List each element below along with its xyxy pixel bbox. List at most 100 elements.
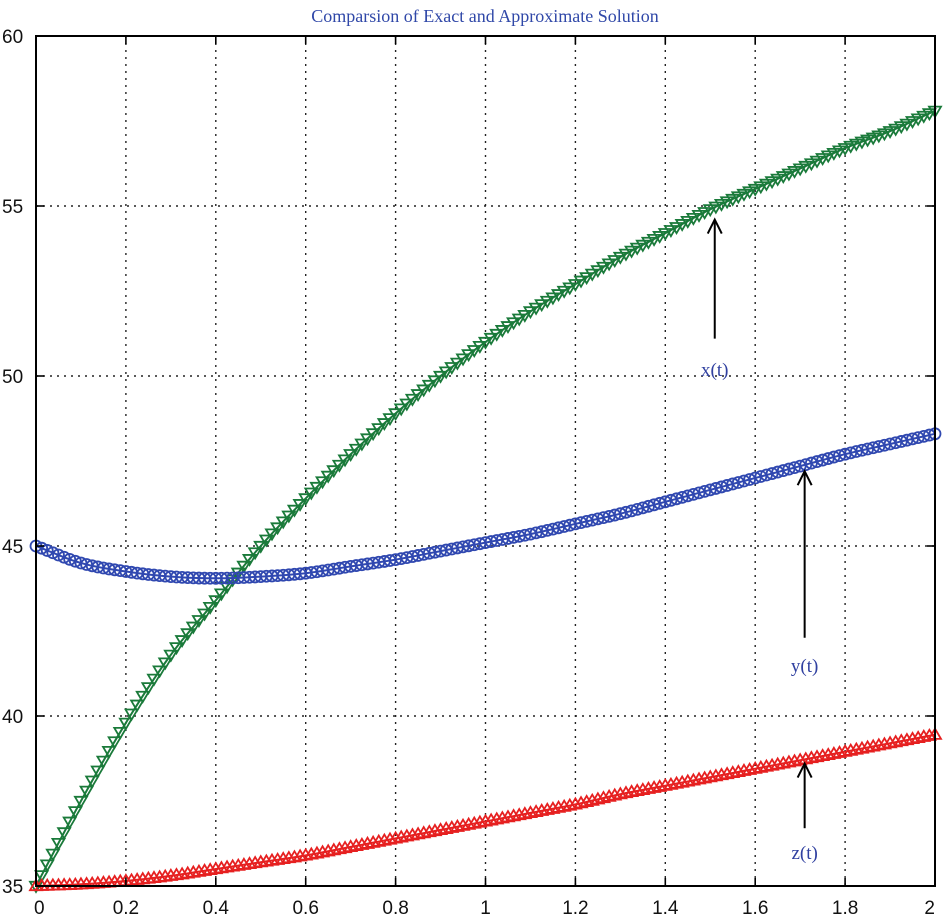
point-x [247,547,263,561]
annotation-arrow-head [796,761,813,779]
point-x [208,595,224,609]
point-x [399,398,415,412]
point-x [219,581,235,595]
point-z [584,792,600,806]
point-y [675,490,689,504]
point-x [584,268,600,282]
point-x [775,171,791,185]
point-x [562,282,578,296]
point-x [601,258,617,272]
point-x [483,332,499,346]
point-x [792,163,808,177]
y-tick-label: 45 [2,537,23,558]
point-x [545,292,561,306]
point-x [371,423,387,437]
point-x [404,393,421,407]
point-x [309,481,325,495]
point-x [764,176,780,190]
point-x [736,188,752,202]
x-tick-label: 0.8 [382,898,408,919]
point-x [730,191,746,205]
annotation: y(t) [791,468,818,677]
point-x [388,408,404,422]
point-x [101,745,117,759]
point-x [899,118,915,132]
point-x [713,198,730,212]
point-x [904,116,921,129]
point-x [118,717,134,731]
point-x [809,155,825,169]
point-x [320,470,336,484]
point-x [550,289,567,303]
point-x [579,272,595,286]
point-x [893,121,909,135]
point-x [168,642,185,656]
point-x [742,186,758,200]
point-x [652,231,668,244]
point-x [337,454,353,468]
point-x [174,635,190,649]
y-tick-label: 55 [2,197,23,218]
point-x [798,160,814,174]
point-x [56,827,72,841]
point-x [674,219,690,232]
point-y [686,487,700,501]
point-x [595,261,612,275]
point-y [647,498,661,512]
point-y [782,462,796,476]
point-x [416,384,432,398]
point-x [258,534,274,548]
point-x [489,328,505,342]
point-x [618,248,634,262]
point-y [57,550,71,564]
point-x [275,516,291,530]
point-x [786,166,803,179]
point-x [303,487,319,501]
point-y [68,554,82,568]
point-y [625,504,638,518]
point-x [107,736,123,750]
point-x [427,375,443,389]
point-x [67,806,83,820]
point-y [40,544,54,557]
x-tick-label: 0.2 [113,898,139,919]
point-x [343,449,359,462]
point-y [692,486,706,500]
point-z [595,790,612,804]
annotation: x(t) [701,217,728,381]
point-x [725,193,741,207]
point-x [90,765,106,779]
series-y [29,427,942,585]
point-x [573,275,589,289]
point-x [146,673,162,687]
point-z [573,795,589,809]
point-x [781,168,797,182]
point-x [213,588,229,602]
point-x [236,560,252,574]
point-x [45,848,61,862]
point-y [653,496,667,510]
y-tick-label: 40 [2,707,23,728]
annotation: z(t) [791,761,818,864]
series-x [28,105,943,894]
point-x [522,306,539,320]
x-tick-label: 1.6 [742,898,768,919]
point-x [348,443,364,457]
point-x [916,110,932,124]
series-layer [28,105,943,894]
point-y [748,471,762,485]
series-z [28,726,943,892]
point-x [163,649,179,663]
point-y [720,479,734,492]
point-y [52,548,65,562]
point-x [921,108,937,122]
point-x [691,210,707,223]
point-y [703,483,717,497]
point-x [191,615,207,628]
point-y [771,465,785,479]
x-tick-label: 0.6 [292,898,318,919]
x-tick-label: 1.4 [652,898,679,919]
x-tick-label: 2 [924,898,935,919]
point-x [826,147,842,161]
point-x [556,285,572,299]
